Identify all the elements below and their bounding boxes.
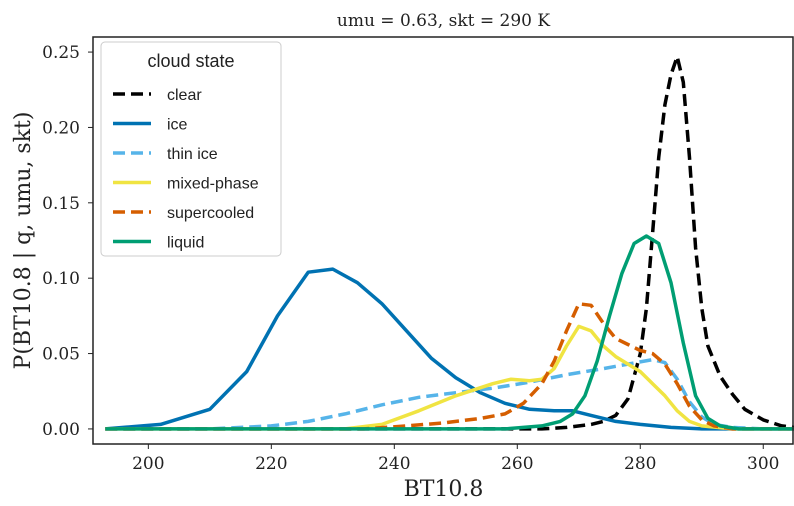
- x-tick-label: 220: [255, 454, 287, 474]
- y-tick-label: 0.20: [42, 118, 80, 138]
- legend-items: clear ice thin ice mixed-phase supercooled li…: [113, 87, 259, 252]
- series-line-mixed-phase: [105, 324, 794, 431]
- y-axis-label: P(BT10.8 | q, umu, skt): [11, 112, 36, 370]
- series-line-clear: [105, 54, 794, 431]
- series-line-ice: [105, 267, 794, 431]
- x-ticks: 200 220 240 260 280 300: [132, 444, 779, 474]
- series-line-thin-ice: [105, 357, 794, 431]
- series-line-supercooled: [105, 302, 794, 431]
- x-axis-label: BT10.8: [404, 477, 484, 502]
- y-ticks: 0.00 0.05 0.10 0.15 0.20 0.25: [42, 43, 93, 440]
- plot-lines: [105, 54, 794, 431]
- legend-label-clear: clear: [167, 87, 202, 104]
- legend-label-supercooled: supercooled: [167, 205, 254, 222]
- legend-box: [100, 41, 282, 257]
- plot-frame: [92, 36, 794, 445]
- y-tick-label: 0.10: [42, 269, 80, 289]
- legend-label-ice: ice: [167, 117, 188, 134]
- legend-title: cloud state: [147, 51, 234, 71]
- x-tick-label: 260: [501, 454, 533, 474]
- x-tick-label: 200: [132, 454, 164, 474]
- series-line-liquid: [105, 234, 794, 431]
- legend-label-mixed-phase: mixed-phase: [167, 176, 259, 193]
- legend-label-thin-ice: thin ice: [167, 146, 218, 163]
- x-tick-label: 300: [747, 454, 779, 474]
- legend-label-liquid: liquid: [167, 235, 204, 252]
- x-tick-label: 240: [378, 454, 410, 474]
- legend: cloud state clear ice thin ice mixed-phase s…: [100, 41, 282, 257]
- y-tick-label: 0.15: [42, 194, 80, 214]
- y-tick-label: 0.00: [42, 420, 80, 440]
- x-tick-label: 280: [624, 454, 656, 474]
- y-tick-label: 0.25: [42, 43, 80, 63]
- chart-title: umu = 0.63, skt = 290 K: [337, 11, 550, 31]
- y-tick-label: 0.05: [42, 345, 80, 365]
